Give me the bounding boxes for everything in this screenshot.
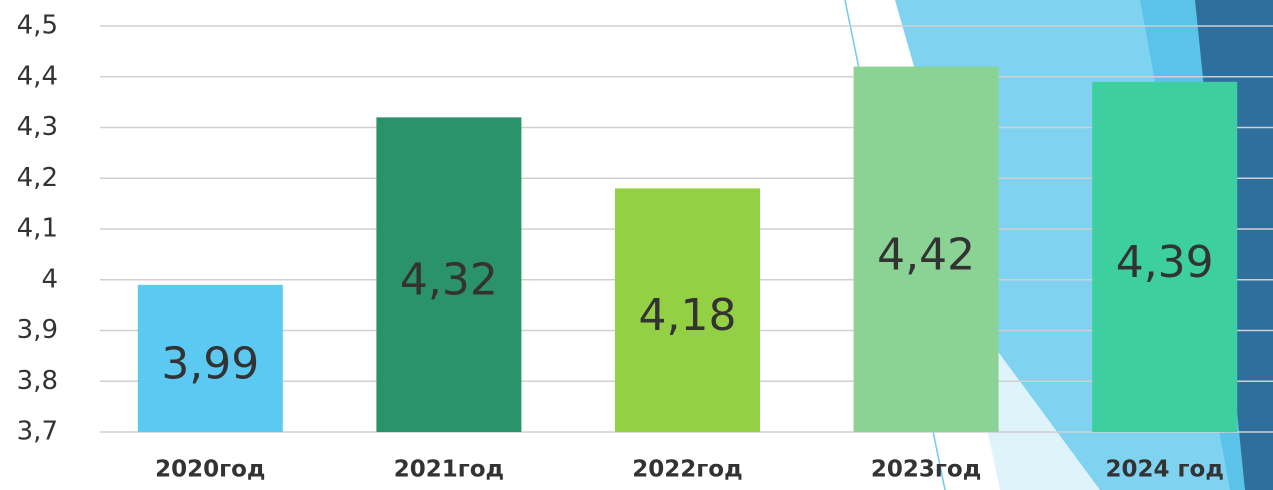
bar — [615, 188, 760, 432]
y-tick-label: 4,4 — [17, 61, 58, 91]
data-label: 4,32 — [400, 255, 498, 306]
y-tick-label: 3,8 — [17, 366, 58, 396]
bar — [853, 66, 999, 432]
bar — [137, 284, 283, 432]
y-tick-label: 4,3 — [17, 112, 58, 142]
y-tick-label: 4,1 — [17, 214, 58, 244]
y-tick-label: 4,2 — [17, 163, 58, 193]
y-tick-label: 4 — [41, 264, 58, 294]
x-tick-label: 2020год — [155, 457, 265, 483]
y-tick-label: 3,7 — [17, 417, 58, 447]
x-tick-label: 2024 год — [1105, 457, 1223, 483]
bar — [376, 117, 522, 432]
data-label: 4,39 — [1116, 237, 1214, 288]
bar — [1092, 81, 1238, 432]
data-label: 4,42 — [877, 229, 975, 280]
data-label: 3,99 — [161, 338, 259, 389]
x-tick-label: 2022год — [632, 457, 742, 483]
x-tick-label: 2023год — [871, 457, 981, 483]
data-label: 4,18 — [639, 290, 737, 341]
x-tick-label: 2021год — [394, 457, 504, 483]
y-tick-label: 3,9 — [17, 315, 58, 345]
y-tick-label: 4,5 — [17, 11, 58, 41]
